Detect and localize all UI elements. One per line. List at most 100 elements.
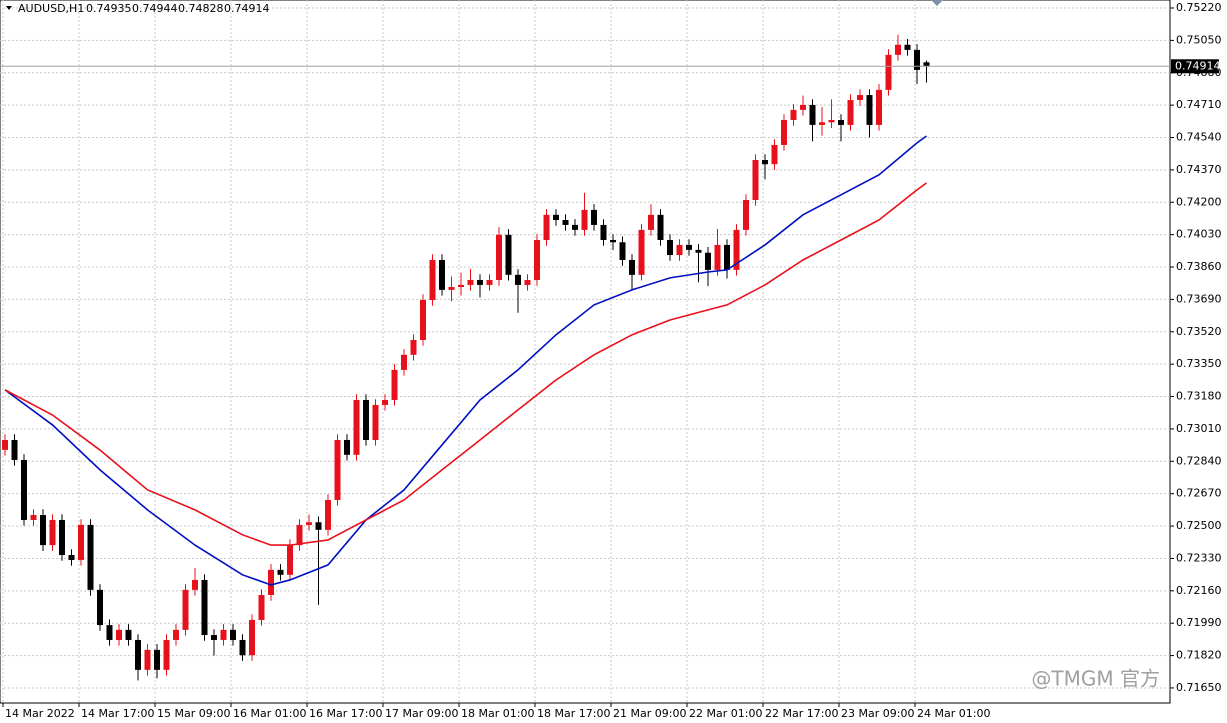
candle-body bbox=[40, 515, 46, 546]
y-tick-label: 0.72500 bbox=[1176, 519, 1222, 532]
close-label: 0.74914 bbox=[224, 2, 270, 15]
moving-average bbox=[4, 182, 927, 546]
x-tick-label: 18 Mar 17:00 bbox=[537, 707, 610, 720]
candle-body bbox=[2, 439, 8, 450]
candle-body bbox=[344, 439, 350, 455]
y-tick-label: 0.75220 bbox=[1176, 1, 1222, 14]
y-tick-label: 0.71650 bbox=[1176, 681, 1222, 694]
candle-body bbox=[429, 259, 436, 300]
candle-body bbox=[334, 439, 341, 500]
candle-body bbox=[847, 99, 854, 125]
x-tick-label: 16 Mar 01:00 bbox=[233, 707, 306, 720]
candle-body bbox=[49, 519, 56, 546]
y-tick-label: 0.74030 bbox=[1176, 228, 1222, 241]
x-tick-label: 15 Mar 09:00 bbox=[157, 707, 230, 720]
candle-body bbox=[382, 399, 388, 405]
candle-body bbox=[923, 62, 930, 67]
candle-body bbox=[106, 625, 113, 640]
y-tick-label: 0.72330 bbox=[1176, 551, 1222, 564]
candle-body bbox=[724, 244, 730, 270]
candle-body bbox=[638, 229, 645, 275]
candle-body bbox=[372, 404, 379, 440]
candle-body bbox=[733, 229, 740, 270]
candle-body bbox=[363, 399, 369, 440]
candle-body bbox=[771, 144, 778, 165]
candle-body bbox=[515, 274, 521, 285]
candle-body bbox=[420, 299, 426, 340]
candle-body bbox=[315, 522, 322, 530]
shift-marker bbox=[931, 0, 943, 6]
candle-body bbox=[904, 44, 911, 50]
candle-body bbox=[173, 629, 179, 640]
y-tick-label: 0.73520 bbox=[1176, 325, 1222, 338]
candle-body bbox=[325, 499, 331, 530]
candle-body bbox=[866, 95, 873, 125]
candle-body bbox=[876, 89, 882, 125]
candle-body bbox=[439, 259, 445, 290]
candle-body bbox=[11, 439, 18, 460]
candle-body bbox=[496, 234, 502, 280]
x-tick-label: 22 Mar 17:00 bbox=[765, 707, 838, 720]
x-tick-label: 18 Mar 01:00 bbox=[461, 707, 534, 720]
candle-body bbox=[287, 545, 293, 575]
candle-body bbox=[239, 639, 246, 656]
candle-body bbox=[695, 249, 702, 253]
candle-body bbox=[296, 524, 303, 546]
marks bbox=[2, 34, 930, 681]
candle-body bbox=[714, 244, 721, 270]
candle-body bbox=[59, 519, 65, 556]
candle-body bbox=[828, 119, 835, 123]
candle-body bbox=[401, 354, 407, 370]
candle-body bbox=[819, 122, 825, 125]
candle-body bbox=[752, 159, 759, 200]
candle-body bbox=[648, 214, 654, 230]
candle-body bbox=[249, 619, 255, 656]
y-tick-label: 0.72840 bbox=[1176, 454, 1222, 467]
price-label: 0.74914 bbox=[1175, 59, 1221, 72]
candle-body bbox=[467, 279, 474, 285]
candle-body bbox=[353, 399, 360, 455]
candle-body bbox=[391, 369, 398, 400]
candle-body bbox=[211, 635, 217, 640]
x-tick-label: 14 Mar 2022 bbox=[5, 707, 75, 720]
y-tick-label: 0.73180 bbox=[1176, 390, 1222, 403]
candle-body bbox=[192, 579, 198, 590]
candle-body bbox=[201, 579, 208, 636]
candle-body bbox=[116, 629, 122, 640]
candle-body bbox=[572, 224, 578, 230]
candle-body bbox=[885, 54, 892, 90]
y-tick-label: 0.73010 bbox=[1176, 422, 1222, 435]
candle-body bbox=[78, 524, 84, 560]
candle-body bbox=[705, 252, 711, 270]
candle-body bbox=[125, 629, 132, 640]
candle-body bbox=[505, 234, 512, 275]
candle-body bbox=[486, 279, 493, 285]
candle-body bbox=[543, 214, 550, 240]
open-label: 0.74935 bbox=[86, 2, 132, 15]
candle-body bbox=[895, 44, 901, 55]
candle-body bbox=[68, 555, 75, 560]
y-tick-label: 0.74540 bbox=[1176, 131, 1222, 144]
candle-body bbox=[163, 639, 170, 670]
watermark: @TMGM 官方 bbox=[1031, 667, 1160, 691]
candle-body bbox=[306, 522, 312, 525]
candle-body bbox=[144, 649, 151, 670]
x-tick-label: 21 Mar 09:00 bbox=[613, 707, 686, 720]
candle-body bbox=[619, 242, 626, 260]
candle-body bbox=[800, 104, 806, 110]
candle-body bbox=[838, 119, 844, 125]
candle-body bbox=[477, 279, 483, 285]
low-label: 0.74828 bbox=[178, 2, 224, 15]
candle-body bbox=[781, 119, 787, 145]
candle-body bbox=[30, 515, 37, 520]
candle-body bbox=[600, 224, 607, 240]
candle-body bbox=[914, 49, 920, 70]
candle-body bbox=[21, 459, 27, 520]
candle-body bbox=[524, 279, 531, 285]
y-tick-label: 0.75050 bbox=[1176, 33, 1222, 46]
y-tick-label: 0.72670 bbox=[1176, 487, 1222, 500]
y-tick-label: 0.71990 bbox=[1176, 616, 1222, 629]
candle-body bbox=[258, 595, 265, 620]
candle-body bbox=[686, 244, 692, 250]
